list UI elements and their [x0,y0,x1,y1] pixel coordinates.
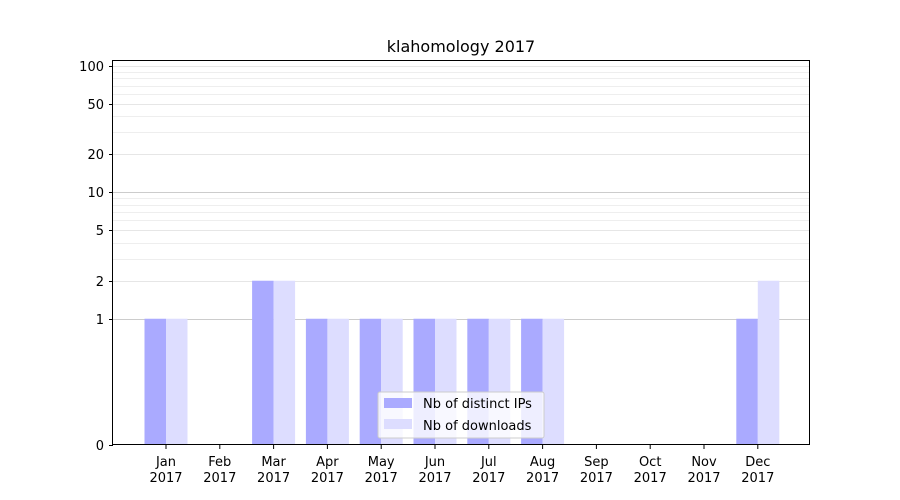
bar-series-1 [144,318,166,445]
x-tick-label-month: Jun [424,455,445,470]
plot-area-frame [112,60,810,445]
y-tick-label: 2 [96,275,104,290]
y-tick-label: 100 [79,60,104,75]
x-tick-label-month: Jan [155,455,176,470]
x-tick-label-month: Oct [639,455,661,470]
x-tick-label-month: May [368,455,395,470]
x-tick-label-year: 2017 [257,471,290,486]
x-tick-label-year: 2017 [472,471,505,486]
x-tick-label-month: Dec [745,455,770,470]
x-tick-label-month: Nov [691,455,717,470]
y-tick-label: 0 [96,439,104,454]
x-axis: Jan2017Feb2017Mar2017Apr2017May2017Jun20… [149,445,774,486]
bar-series-2 [273,280,296,445]
x-tick-label-month: Jul [480,455,497,470]
x-tick-label-year: 2017 [365,471,398,486]
bar-series-1 [305,318,328,445]
bar-series-1 [252,280,274,445]
y-tick-label: 10 [87,186,104,201]
x-tick-label-year: 2017 [203,471,236,486]
x-tick-label-month: Mar [261,455,286,470]
x-tick-label-year: 2017 [311,471,344,486]
legend-label-downloads: Nb of downloads [423,419,532,434]
legend-box [377,391,545,439]
y-tick-label: 1 [96,313,104,328]
legend-swatch-downloads [384,419,412,429]
x-tick-label-year: 2017 [526,471,559,486]
y-tick-label: 5 [96,224,104,239]
x-tick-label-year: 2017 [687,471,720,486]
x-tick-label-month: Aug [530,455,555,470]
legend-label-distinct-ips: Nb of distinct IPs [423,397,532,412]
x-tick-label-year: 2017 [149,471,182,486]
x-tick-label-year: 2017 [418,471,451,486]
legend: Nb of distinct IPs Nb of downloads [377,391,545,439]
x-tick-label-month: Feb [208,455,231,470]
x-tick-label-month: Sep [584,455,609,470]
legend-swatch-distinct-ips [384,398,412,408]
x-tick-label-year: 2017 [580,471,613,486]
bar-series-2 [327,318,349,445]
grid-lines [113,66,809,320]
bar-series-1 [359,318,382,445]
x-tick-label-month: Apr [316,455,339,470]
y-axis: 0 1 2 5 10 20 50 100 [79,60,113,454]
y-tick-label: 50 [87,98,104,113]
x-tick-label-year: 2017 [634,471,667,486]
bar-series-1 [736,318,758,445]
bar-series-2 [757,280,780,445]
chart-title: klahomology 2017 [387,37,535,56]
x-tick-label-year: 2017 [741,471,774,486]
bar-series-2 [166,318,188,445]
y-tick-label: 20 [87,148,104,163]
bar-series-2 [542,318,565,445]
